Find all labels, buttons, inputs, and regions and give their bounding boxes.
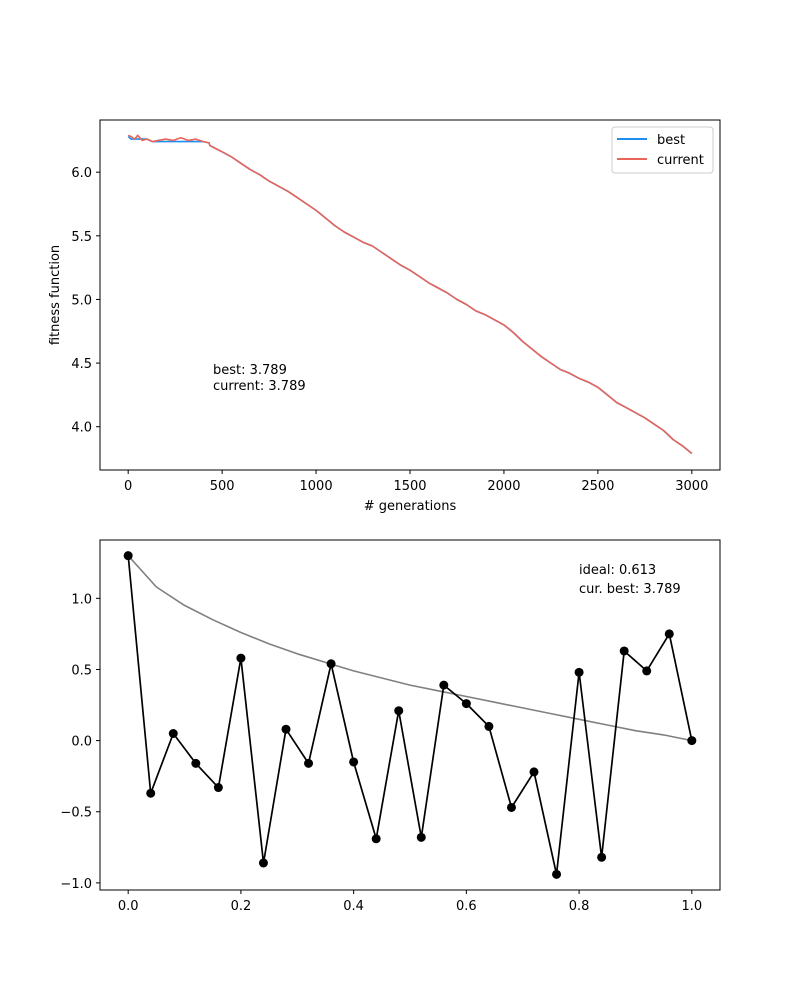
data-point — [529, 767, 539, 777]
current-value-annotation: current: 3.789 — [213, 379, 306, 394]
x-tick-label: 0.0 — [118, 899, 139, 914]
data-point — [439, 680, 449, 690]
y-tick-label: 0.5 — [71, 663, 92, 678]
fitness-y-ticks: 4.0 4.5 5.0 5.5 6.0 — [71, 166, 100, 436]
solution-plot-area — [99, 539, 721, 891]
y-tick-label: 6.0 — [71, 166, 92, 181]
series-0-line — [127, 555, 692, 742]
fitness-chart: 0 500 1000 1500 2000 2500 3000 4.0 4.5 5.0 5.5 6.0… — [48, 119, 721, 514]
y-tick-label: 0.0 — [71, 735, 92, 750]
fitness-legend: best current — [611, 126, 714, 174]
data-point — [664, 629, 674, 639]
data-point — [371, 834, 381, 844]
series-1-line — [127, 555, 693, 876]
current-line — [127, 134, 693, 455]
ideal-value-annotation: ideal: 0.613 — [579, 563, 656, 578]
x-tick-label: 0.6 — [456, 899, 477, 914]
y-tick-label: 1.0 — [71, 592, 92, 607]
y-tick-label: −1.0 — [60, 877, 92, 892]
fitness-series-lines — [127, 134, 693, 455]
data-point — [597, 852, 607, 862]
data-point — [642, 666, 652, 676]
solution-points — [123, 551, 697, 879]
x-tick-label: 0.2 — [231, 899, 252, 914]
data-point — [304, 758, 314, 768]
data-point — [146, 788, 156, 798]
x-tick-label: 2500 — [581, 479, 614, 494]
data-point — [506, 802, 516, 812]
data-point — [574, 667, 584, 677]
data-point — [326, 659, 336, 669]
data-point — [281, 724, 291, 734]
y-tick-label: −0.5 — [60, 806, 92, 821]
data-point — [394, 706, 404, 716]
x-tick-label: 1500 — [393, 479, 426, 494]
y-tick-label: 5.0 — [71, 293, 92, 308]
x-tick-label: 3000 — [675, 479, 708, 494]
solution-series-lines — [127, 555, 693, 876]
y-tick-label: 4.0 — [71, 421, 92, 436]
cur-best-annotation: cur. best: 3.789 — [579, 582, 681, 597]
x-tick-label: 1.0 — [681, 899, 702, 914]
solution-chart: 0.0 0.2 0.4 0.6 0.8 1.0 −1.0 −0.5 0.0 0.5 1.0 ide… — [60, 539, 721, 914]
x-tick-label: 0.4 — [343, 899, 364, 914]
data-point — [258, 858, 268, 868]
data-point — [213, 783, 223, 793]
data-point — [191, 758, 201, 768]
data-point — [461, 699, 471, 709]
solution-x-ticks: 0.0 0.2 0.4 0.6 0.8 1.0 — [118, 890, 702, 914]
y-tick-label: 4.5 — [71, 357, 92, 372]
x-tick-label: 1000 — [300, 479, 333, 494]
legend-current-label: current — [657, 153, 704, 168]
data-point — [484, 721, 494, 731]
best-value-annotation: best: 3.789 — [213, 363, 287, 378]
data-point — [619, 646, 629, 656]
data-point — [687, 736, 697, 746]
y-tick-label: 5.5 — [71, 230, 92, 245]
x-tick-label: 0 — [124, 479, 132, 494]
x-tick-label: 500 — [210, 479, 235, 494]
data-point — [236, 653, 246, 663]
fitness-x-ticks: 0 500 1000 1500 2000 2500 3000 — [124, 470, 708, 494]
solution-y-ticks: −1.0 −0.5 0.0 0.5 1.0 — [60, 592, 100, 892]
x-tick-label: 2000 — [487, 479, 520, 494]
data-point — [552, 869, 562, 879]
legend-best-label: best — [657, 133, 685, 148]
data-point — [349, 757, 359, 767]
data-point — [416, 832, 426, 842]
data-point — [168, 728, 178, 738]
fitness-y-axis-label: fitness function — [48, 245, 63, 345]
data-point — [123, 551, 133, 561]
x-tick-label: 0.8 — [569, 899, 590, 914]
fitness-x-axis-label: # generations — [364, 499, 457, 514]
